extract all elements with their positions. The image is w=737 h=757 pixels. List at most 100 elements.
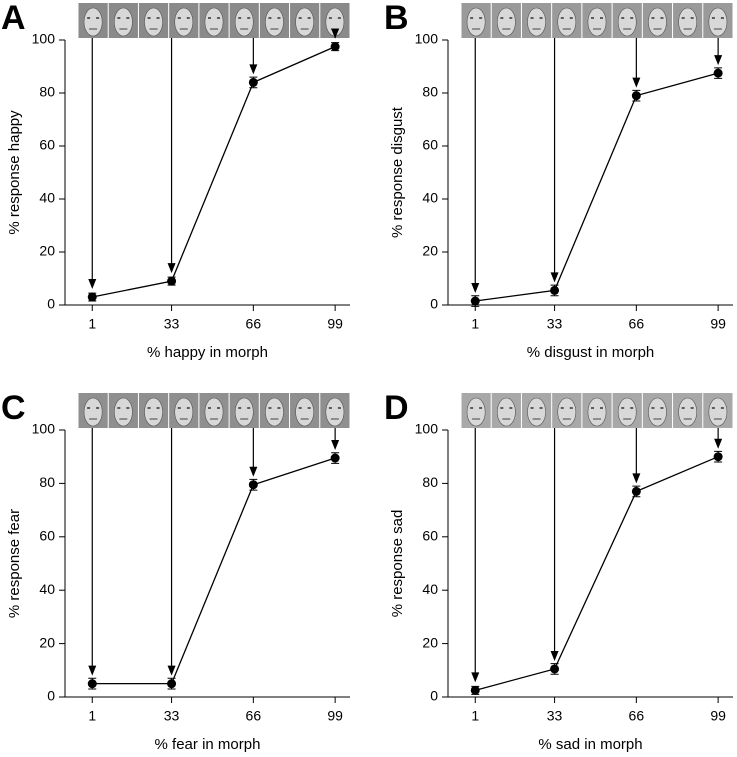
face (234, 397, 254, 427)
arrow-head (471, 283, 480, 294)
arrow-head (331, 440, 340, 451)
data-line (92, 46, 336, 298)
face (174, 397, 194, 427)
face (83, 397, 103, 427)
y-tick-label: 60 (39, 137, 55, 153)
data-point (631, 91, 641, 101)
face (587, 397, 607, 427)
y-tick-label: 40 (422, 190, 438, 206)
y-tick-label: 20 (39, 243, 55, 259)
face (678, 397, 698, 427)
x-tick-label: 66 (246, 316, 262, 332)
arrow-head (550, 650, 559, 661)
face (466, 7, 486, 37)
face (648, 397, 667, 427)
y-tick-label: 60 (422, 528, 438, 544)
data-point (470, 296, 480, 306)
y-axis-label: % response disgust (389, 106, 406, 238)
data-point (631, 486, 641, 496)
face (708, 7, 728, 37)
face-image (703, 393, 733, 428)
face-image (138, 3, 169, 38)
arrow-head (167, 263, 176, 274)
face (496, 7, 516, 37)
face-image (521, 3, 552, 38)
face-image (673, 393, 703, 428)
face (204, 397, 224, 427)
face-image (169, 3, 199, 38)
panel-label: B (384, 0, 409, 37)
data-point (87, 292, 97, 302)
panel-label: A (1, 0, 26, 37)
y-axis-label: % response sad (389, 510, 406, 618)
face (113, 7, 133, 37)
x-axis-label: % fear in morph (155, 736, 261, 753)
y-tick-label: 40 (39, 581, 55, 597)
face (174, 7, 194, 37)
arrow-head (88, 279, 97, 290)
face-image (199, 393, 229, 428)
arrow-head (88, 665, 97, 676)
y-tick-label: 80 (422, 474, 438, 490)
data-point (713, 68, 723, 78)
face (113, 397, 133, 427)
face-image (612, 393, 642, 428)
face (527, 7, 546, 37)
data-point (713, 452, 723, 462)
face-image (582, 393, 612, 428)
face-image (169, 393, 199, 428)
face-image (521, 393, 552, 428)
y-tick-label: 0 (430, 688, 438, 704)
x-tick-label: 66 (246, 708, 262, 724)
face-image (78, 3, 108, 38)
x-axis-label: % sad in morph (538, 736, 642, 753)
face (204, 7, 224, 37)
face (466, 397, 486, 427)
face-image (642, 3, 673, 38)
y-tick-label: 0 (430, 296, 438, 312)
y-tick-label: 100 (415, 31, 439, 47)
y-tick-label: 100 (32, 31, 56, 47)
x-tick-label: 1 (88, 708, 96, 724)
y-tick-label: 0 (47, 688, 55, 704)
panel-label: D (384, 389, 409, 427)
face (265, 397, 284, 427)
x-tick-label: 1 (471, 708, 479, 724)
face-image (229, 3, 259, 38)
arrow-head (471, 672, 480, 683)
face (648, 7, 667, 37)
y-axis-label: % response happy (6, 110, 23, 235)
face (496, 397, 516, 427)
y-axis-label: % response fear (6, 509, 23, 618)
face (234, 7, 254, 37)
x-tick-label: 99 (327, 316, 343, 332)
x-tick-label: 33 (547, 316, 563, 332)
face (295, 397, 315, 427)
face (617, 7, 637, 37)
face-image (642, 393, 673, 428)
face-image (108, 3, 138, 38)
face (144, 397, 163, 427)
face-image (199, 3, 229, 38)
data-point (330, 453, 340, 463)
y-tick-label: 0 (47, 296, 55, 312)
x-axis-label: % happy in morph (147, 344, 268, 361)
data-point (248, 480, 258, 490)
x-tick-label: 99 (327, 708, 343, 724)
arrow-head (167, 665, 176, 676)
data-point (550, 285, 560, 295)
x-tick-label: 1 (88, 316, 96, 332)
face-image (108, 393, 138, 428)
y-tick-label: 20 (422, 634, 438, 650)
x-tick-label: 66 (629, 708, 645, 724)
y-tick-label: 100 (32, 421, 56, 437)
face-image (461, 393, 491, 428)
face-image (290, 3, 320, 38)
arrow-head (249, 64, 258, 75)
face-image (78, 393, 108, 428)
data-point (248, 77, 258, 87)
face-image (138, 393, 169, 428)
face-image (673, 3, 703, 38)
x-tick-label: 1 (471, 316, 479, 332)
face (265, 7, 284, 37)
